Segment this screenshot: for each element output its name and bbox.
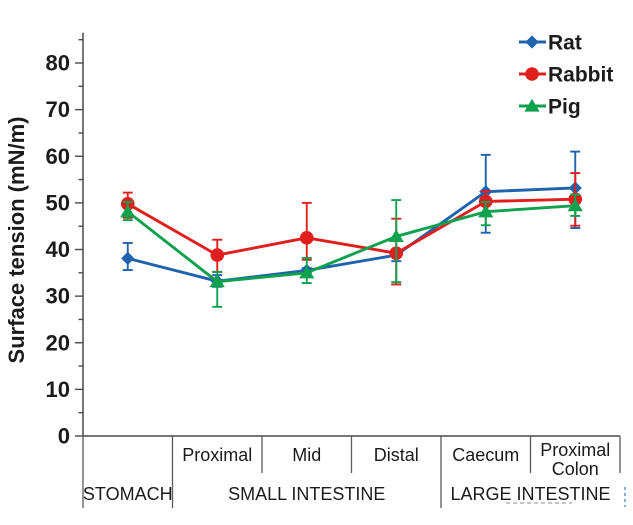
y-axis-title: Surface tension (mN/m) <box>4 117 29 364</box>
y-tick-label: 30 <box>46 284 70 309</box>
y-tick-label: 0 <box>58 424 70 449</box>
pig-marker <box>478 204 494 218</box>
category-sublabel: Colon <box>552 459 599 479</box>
series-pig <box>120 193 583 308</box>
group-label: STOMACH <box>83 484 173 504</box>
y-tick-label: 80 <box>46 51 70 76</box>
legend-label: Rabbit <box>548 64 613 87</box>
category-sublabel: Proximal <box>540 440 610 460</box>
legend-triangle-icon <box>524 98 540 112</box>
legend-circle-icon <box>525 67 539 81</box>
group-label: LARGE INTESTINE <box>450 484 610 504</box>
legend-label: Rat <box>548 32 582 55</box>
rabbit-marker <box>210 248 225 262</box>
rat-marker <box>121 251 135 265</box>
y-tick-label: 70 <box>46 97 70 122</box>
group-label: SMALL INTESTINE <box>228 484 385 504</box>
rat-line <box>126 186 577 283</box>
legend-item-pig: Pig <box>519 96 581 119</box>
legend-item-rat: Rat <box>519 32 582 55</box>
rabbit-marker <box>299 231 314 245</box>
legend-diamond-icon <box>525 35 539 49</box>
pig-marker <box>209 274 225 288</box>
category-sublabel: Distal <box>374 445 419 465</box>
legend-label: Pig <box>548 96 581 119</box>
pig-marker <box>120 204 136 218</box>
y-tick-label: 10 <box>46 377 70 402</box>
y-tick-label: 20 <box>46 330 70 355</box>
legend-item-rabbit: Rabbit <box>519 64 613 87</box>
legend: Rat Rabbit Pig <box>519 32 613 119</box>
category-sublabel: Mid <box>292 445 321 465</box>
pig-marker <box>567 198 583 212</box>
y-tick-label: 50 <box>46 190 70 215</box>
pig-marker <box>388 229 404 243</box>
series-rat <box>121 150 582 288</box>
y-tick-label: 40 <box>46 237 70 262</box>
rabbit-line <box>126 197 577 257</box>
y-tick-label: 60 <box>46 144 70 169</box>
pig-line <box>126 204 577 284</box>
pig-marker <box>299 265 315 279</box>
category-sublabel: Caecum <box>452 445 519 465</box>
category-sublabel: Proximal <box>182 445 252 465</box>
series-rabbit <box>120 172 583 286</box>
